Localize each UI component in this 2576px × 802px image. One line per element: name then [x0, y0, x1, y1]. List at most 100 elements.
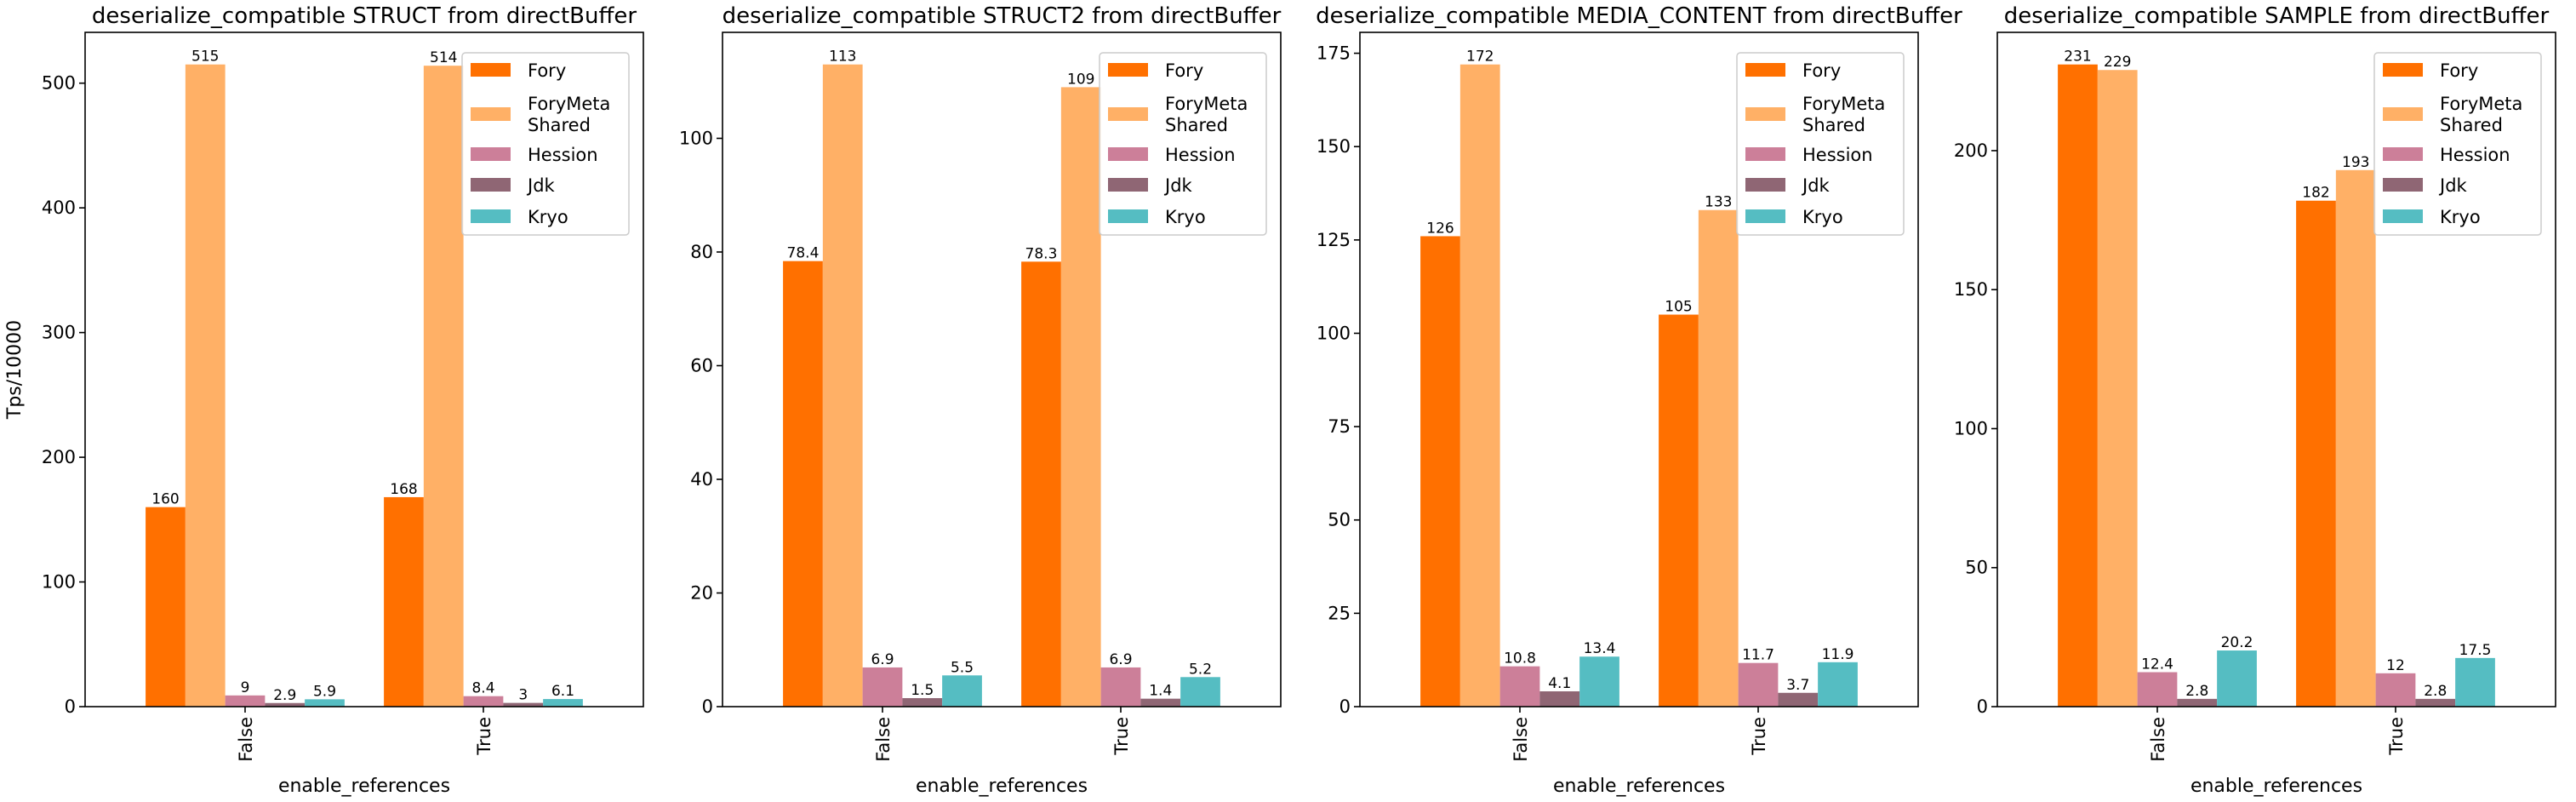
legend-swatch-jdk — [2383, 178, 2423, 192]
legend-label: Kryo — [1165, 207, 1206, 227]
bar-jdk-true — [1778, 692, 1819, 707]
axes-frame — [1996, 32, 2556, 707]
bar-value-label: 105 — [1665, 299, 1692, 316]
bar-forymeta-true — [423, 66, 464, 707]
bar-value-label: 3 — [518, 687, 528, 704]
bar-value-label: 6.9 — [1109, 651, 1132, 668]
y-tick-label: 0 — [702, 696, 713, 717]
legend-label: Jdk — [1163, 175, 1193, 196]
bar-hession-true — [2375, 673, 2416, 707]
legend-swatch-jdk — [1745, 178, 1785, 192]
legend-swatch-kryo — [2383, 209, 2423, 223]
bar-value-label: 9 — [241, 679, 250, 696]
bar-value-label: 1.4 — [1149, 683, 1172, 700]
bar-value-label: 514 — [430, 49, 457, 66]
chart-panel-4: deserialize_compatible SAMPLE from direc… — [1954, 3, 2556, 797]
x-tick-label: False — [236, 717, 256, 762]
legend-swatch-hession — [471, 147, 511, 161]
y-tick-label: 100 — [679, 128, 713, 148]
legend-swatch-jdk — [471, 178, 511, 192]
legend-label: ForyMeta Shared — [528, 94, 610, 135]
legend-label: Jdk — [526, 175, 556, 196]
chart-title: deserialize_compatible STRUCT2 from dire… — [723, 3, 1282, 29]
bar-value-label: 182 — [2302, 185, 2329, 202]
bar-value-label: 11.7 — [1742, 647, 1774, 664]
legend-swatch-fory — [1108, 63, 1148, 77]
legend-swatch-jdk — [1108, 178, 1148, 192]
legend-label: Hession — [2440, 145, 2510, 165]
chart-title: deserialize_compatible MEDIA_CONTENT fro… — [1316, 3, 1962, 29]
bar-value-label: 12 — [2386, 657, 2405, 674]
y-axis-label: Tps/10000 — [4, 320, 26, 420]
legend-label-line: Shared — [528, 115, 591, 135]
bar-forymeta-false — [185, 64, 226, 707]
y-tick-label: 100 — [1954, 418, 1988, 438]
legend-label-line: ForyMeta — [2440, 94, 2522, 114]
legend: Fory ForyMeta Shared Hession Jdk Kryo — [1099, 52, 1267, 236]
bar-value-label: 168 — [390, 481, 417, 498]
x-tick-label: True — [1111, 717, 1132, 756]
chart-panel-3: deserialize_compatible MEDIA_CONTENT fro… — [1316, 3, 1962, 797]
bar-kryo-true — [1180, 677, 1220, 707]
legend-label: Hession — [1165, 145, 1236, 165]
legend-swatch-hession — [1108, 147, 1148, 161]
axes-frame — [84, 32, 644, 707]
bar-value-label: 5.2 — [1189, 661, 1212, 678]
bar-forymeta-false — [822, 64, 863, 707]
bar-fory-true — [2296, 200, 2336, 707]
chart-title: deserialize_compatible SAMPLE from direc… — [2004, 3, 2550, 29]
x-tick-label: True — [2386, 717, 2407, 756]
y-tick-label: 150 — [1317, 136, 1351, 157]
y-tick-label: 150 — [1954, 279, 1988, 300]
legend-swatch-forymeta — [2383, 107, 2423, 121]
bar-forymeta-false — [2097, 70, 2138, 707]
bar-forymeta-true — [1060, 87, 1101, 707]
bar-value-label: 231 — [2064, 49, 2091, 66]
legend-label: Fory — [1165, 60, 1203, 81]
bar-value-label: 78.4 — [787, 245, 820, 262]
bar-jdk-false — [265, 702, 306, 707]
legend-swatch-kryo — [1745, 209, 1785, 223]
x-axis-label: enable_references — [1553, 776, 1725, 797]
bar-value-label: 172 — [1466, 49, 1494, 66]
bar-value-label: 10.8 — [1504, 650, 1536, 667]
y-tick-label: 200 — [1954, 140, 1988, 161]
legend-label: Kryo — [2440, 207, 2481, 227]
bar-value-label: 6.9 — [871, 651, 894, 668]
bar-jdk-false — [902, 697, 943, 707]
bar-fory-false — [2058, 64, 2098, 707]
y-tick-label: 300 — [42, 323, 76, 343]
chart-panel-1: deserialize_compatible STRUCT from direc… — [4, 3, 644, 797]
bar-jdk-true — [2415, 698, 2456, 707]
legend-label-line: Shared — [2440, 115, 2503, 135]
bar-value-label: 8.4 — [471, 680, 494, 697]
x-tick-label: False — [2148, 717, 2168, 762]
legend-label-line: ForyMeta — [1802, 94, 1885, 114]
y-tick-label: 100 — [42, 572, 76, 593]
x-axis-label: enable_references — [2190, 776, 2362, 797]
bar-value-label: 193 — [2342, 154, 2369, 171]
bar-jdk-false — [1539, 691, 1580, 707]
bar-value-label: 20.2 — [2221, 634, 2253, 651]
y-tick-label: 25 — [1328, 603, 1351, 623]
y-tick-label: 200 — [42, 447, 76, 467]
bar-value-label: 13.4 — [1584, 640, 1616, 657]
bar-fory-false — [1420, 236, 1460, 707]
bar-hession-false — [862, 667, 903, 707]
legend-swatch-forymeta — [471, 107, 511, 121]
y-tick-label: 175 — [1317, 43, 1351, 64]
legend-swatch-forymeta — [1108, 107, 1148, 121]
bar-value-label: 515 — [191, 49, 219, 66]
bar-value-label: 126 — [1426, 220, 1454, 237]
legend-label: Jdk — [1801, 175, 1831, 196]
bar-hession-true — [463, 696, 504, 707]
chart-title: deserialize_compatible STRUCT from direc… — [92, 3, 637, 29]
bar-value-label: 78.3 — [1025, 245, 1058, 262]
legend-label: Kryo — [1802, 207, 1843, 227]
bar-kryo-false — [2217, 650, 2257, 707]
bar-value-label: 2.8 — [2424, 683, 2447, 700]
legend: Fory ForyMeta Shared Hession Jdk Kryo — [461, 52, 630, 236]
legend: Fory ForyMeta Shared Hession Jdk Kryo — [1736, 52, 1905, 236]
legend-label: Fory — [2440, 60, 2478, 81]
x-axis-label: enable_references — [916, 776, 1088, 797]
